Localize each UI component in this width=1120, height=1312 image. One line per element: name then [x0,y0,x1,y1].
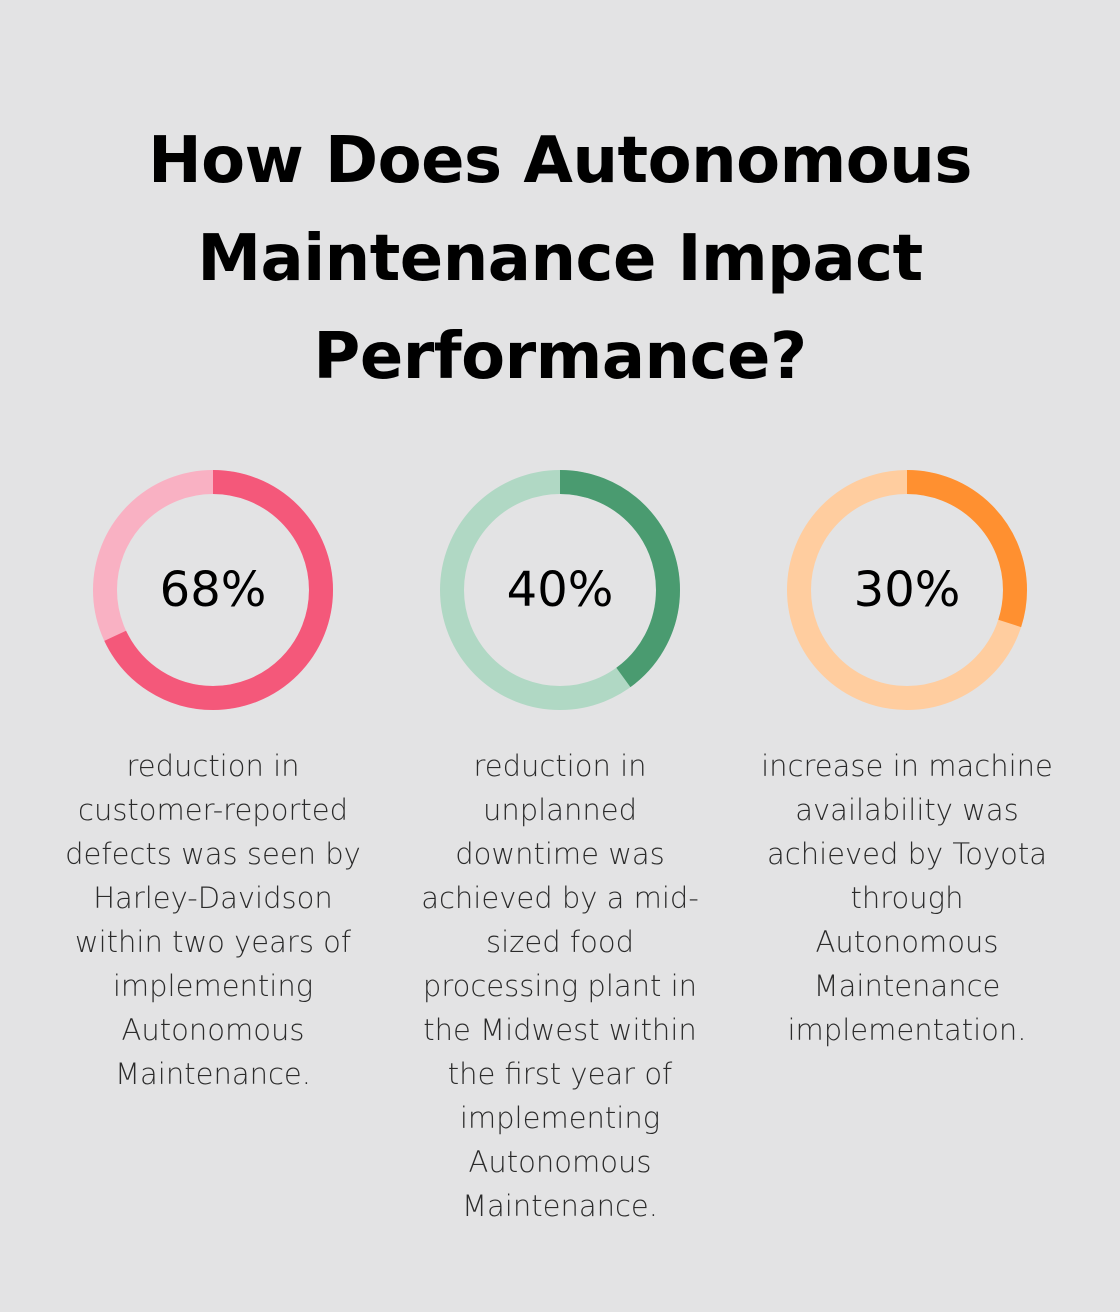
donut-chart-availability: 30% [787,470,1027,710]
donut-svg-defects [93,470,333,710]
donut-chart-defects: 68% [93,470,333,710]
percent-label-defects: 68% [159,562,267,618]
stat-description-downtime: reduction in unplanned downtime was achi… [421,749,699,1223]
stat-description-availability: increase in machine availability was ach… [761,749,1053,1047]
donut-arc-defects [93,470,333,710]
stat-description-defects: reduction in customer-reported defects w… [65,749,361,1091]
donut-svg-downtime [440,470,680,710]
donut-svg-availability [787,470,1027,710]
page-title: How Does Autonomous Maintenance Impact P… [148,124,972,394]
donut-arc-downtime [440,470,680,710]
donut-chart-downtime: 40% [440,470,680,710]
percent-label-availability: 30% [853,562,961,618]
percent-label-downtime: 40% [506,562,614,618]
donut-arc-availability [787,470,1027,710]
